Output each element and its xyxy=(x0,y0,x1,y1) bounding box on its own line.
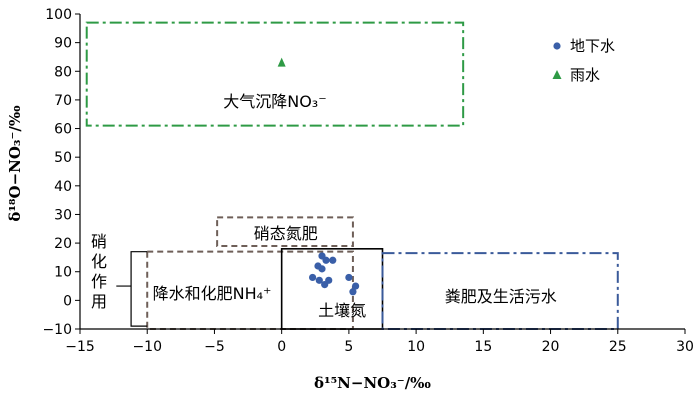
data-point-groundwater xyxy=(329,256,337,264)
region-nitrate-fertilizer xyxy=(216,216,354,247)
y-tick-label: 0 xyxy=(63,293,72,309)
x-tick-label: 30 xyxy=(676,339,694,355)
nitrification-bracket xyxy=(116,251,148,327)
region-label-nitrate-fertilizer: 硝态氮肥 xyxy=(254,224,318,243)
y-tick-label: 100 xyxy=(45,7,72,23)
y-tick-label: 90 xyxy=(54,36,72,52)
nitrification-label-char: 用 xyxy=(91,292,107,311)
x-axis-label: δ¹⁵N−NO₃⁻/‰ xyxy=(314,374,431,392)
axes-layer: −15 −10 −5 0 5 10 15 20 25 30−1001020304050607080… xyxy=(6,7,694,392)
y-tick-label: 40 xyxy=(54,179,72,195)
legend-label: 地下水 xyxy=(570,37,615,55)
data-point-groundwater xyxy=(322,256,330,264)
y-tick-label: 60 xyxy=(54,122,72,138)
y-tick-label: 20 xyxy=(54,236,72,252)
data-point-groundwater xyxy=(349,288,357,296)
data-point-groundwater xyxy=(315,276,323,284)
data-point-rainwater xyxy=(277,57,286,67)
region-manure-sewage xyxy=(381,252,619,330)
x-tick-label: 10 xyxy=(407,339,425,355)
x-tick-label: 5 xyxy=(344,339,353,355)
data-point-groundwater xyxy=(318,265,326,273)
y-axis-label: δ¹⁸O−NO₃⁻/‰ xyxy=(6,105,24,222)
data-point-groundwater xyxy=(352,282,360,290)
data-point-groundwater xyxy=(345,273,353,282)
region-label-manure-sewage: 粪肥及生活污水 xyxy=(445,287,557,306)
y-tick-label: −10 xyxy=(42,322,72,338)
x-tick-label: −15 xyxy=(65,339,95,355)
legend-label: 雨水 xyxy=(570,66,600,84)
x-tick-label: 25 xyxy=(609,339,627,355)
nitrification-label-char: 作 xyxy=(91,272,107,291)
y-tick-label: 10 xyxy=(54,265,72,281)
x-tick-label: 0 xyxy=(277,339,286,355)
region-label-atmospheric: 大气沉降NO₃⁻ xyxy=(223,92,326,111)
nitrification-label-char: 化 xyxy=(91,252,107,271)
y-tick-label: 80 xyxy=(54,64,72,80)
y-tick-label: 50 xyxy=(54,150,72,166)
legend-marker-rainwater xyxy=(552,70,562,79)
legend-marker-groundwater xyxy=(553,42,561,50)
x-tick-label: −10 xyxy=(132,339,162,355)
x-tick-label: 20 xyxy=(542,339,560,355)
y-tick-label: 70 xyxy=(54,93,72,109)
region-atmospheric xyxy=(85,21,465,127)
x-tick-label: −5 xyxy=(204,339,225,355)
y-tick-label: 30 xyxy=(54,207,72,223)
points-layer xyxy=(277,57,360,296)
nitrification-label-char: 硝 xyxy=(91,232,107,251)
data-point-groundwater xyxy=(308,273,317,282)
region-label-ammonium-fertilizer: 降水和化肥NH₄⁺ xyxy=(153,284,272,303)
data-point-groundwater xyxy=(321,281,329,289)
region-label-soil-nitrogen: 土壤氮 xyxy=(318,301,366,320)
x-tick-label: 15 xyxy=(474,339,492,355)
